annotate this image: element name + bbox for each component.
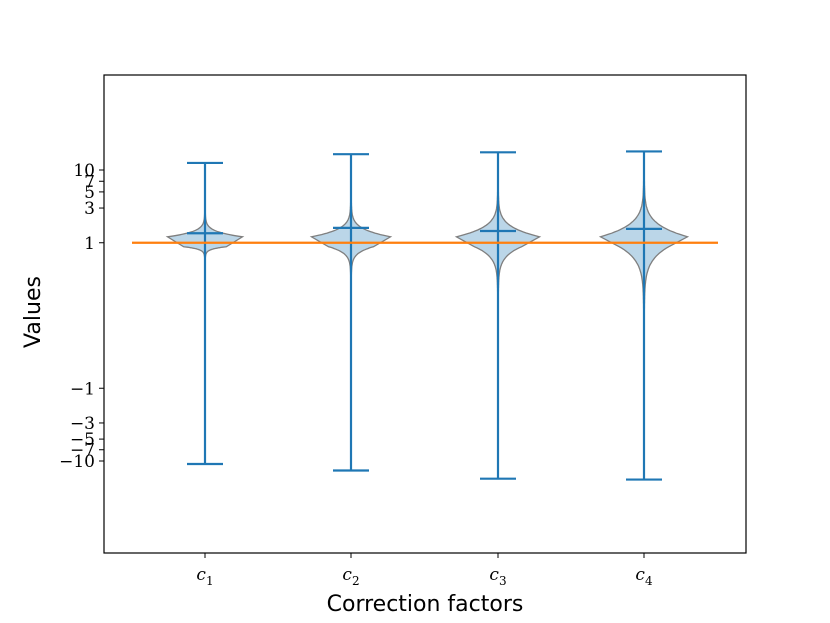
y-tick-label: −3 [70,414,95,434]
x-tick-label-c3: c3 [489,565,506,588]
violins-layer [165,164,690,327]
y-tick-label: −10 [59,452,95,472]
whiskers-layer [187,150,662,481]
y-tick-label: 10 [73,161,95,181]
y-tick-label: 1 [84,234,95,254]
y-tick-label: −5 [70,430,95,450]
x-axis-ticks: c1 c2 c3 c4 [196,553,653,588]
plot-frame [103,74,747,554]
x-tick-label-c2: c2 [342,565,359,588]
x-axis-title: Correction factors [327,592,524,617]
y-tick-label: −7 [70,441,95,461]
y-tick-label: 3 [84,199,95,219]
y-tick-label: 5 [84,183,95,203]
x-tick-label-c1: c1 [196,565,213,588]
y-tick-label: 7 [84,172,95,192]
y-axis-title: Values [21,276,46,348]
y-tick-label: −1 [70,379,95,399]
x-tick-label-c4: c4 [635,565,653,588]
